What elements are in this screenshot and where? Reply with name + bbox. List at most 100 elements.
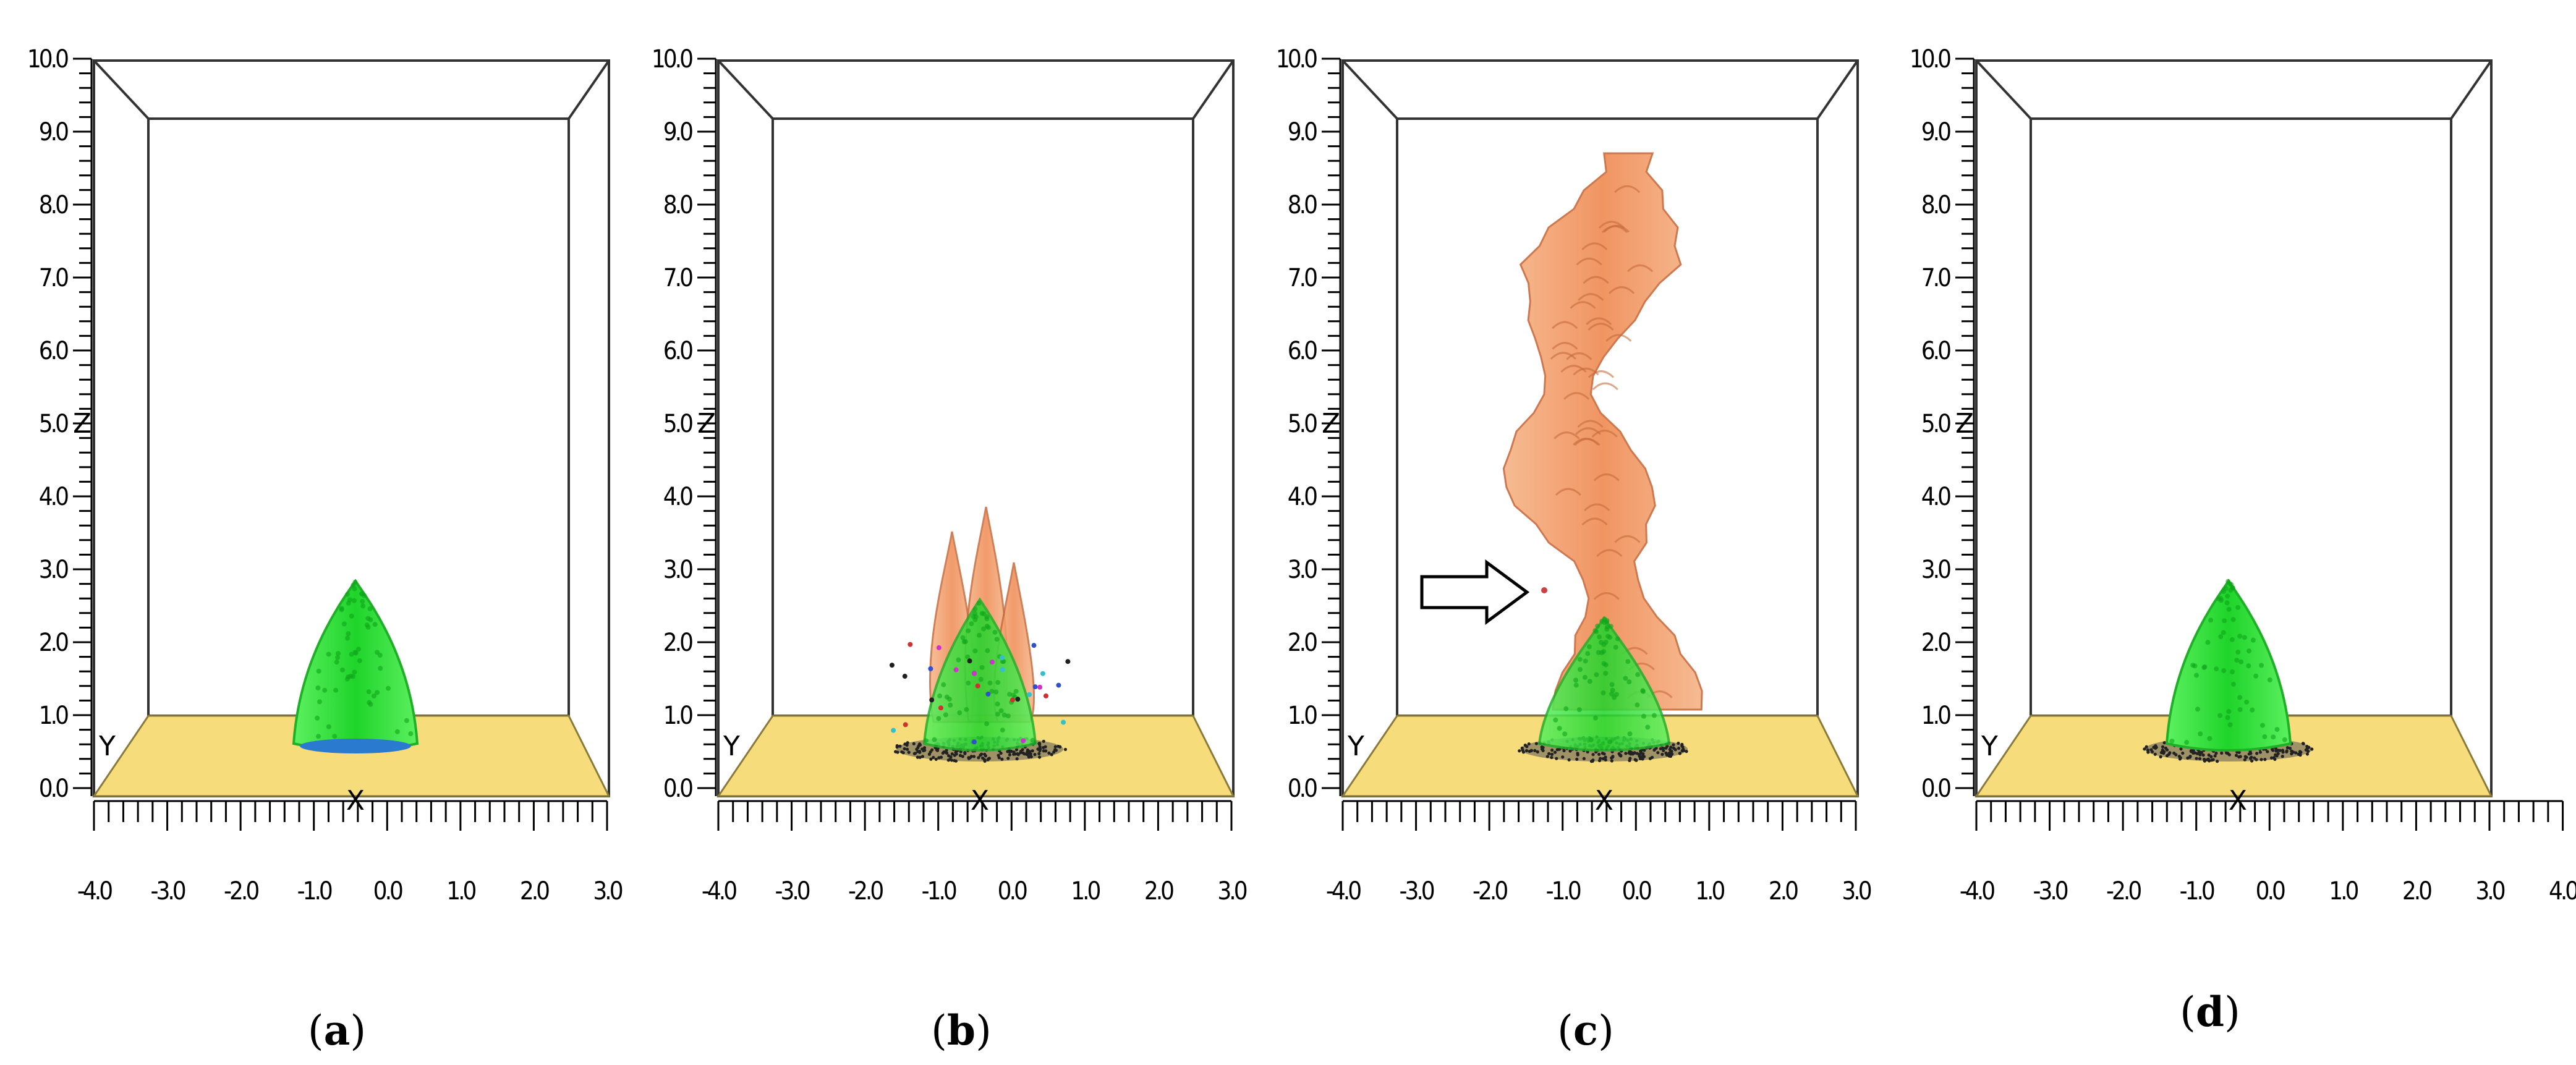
- plume-texture: [1576, 257, 1602, 266]
- cone-texture: [404, 718, 409, 723]
- x-tick-label: -3.0: [2033, 877, 2067, 906]
- debris-particle: [912, 742, 916, 745]
- debris-particle: [1053, 745, 1057, 749]
- cone-texture: [408, 731, 414, 736]
- cone-texture: [1608, 624, 1613, 629]
- cone-texture: [2221, 630, 2226, 635]
- arrow-target-point: [1541, 587, 1547, 593]
- z-tick-label: 7.0: [39, 264, 68, 292]
- debris-particle: [1550, 752, 1554, 756]
- cone-texture: [333, 687, 339, 693]
- green-cone: [292, 579, 419, 752]
- plume-texture: [1581, 517, 1608, 526]
- cone-texture: [941, 682, 946, 687]
- cone-texture: [963, 639, 968, 645]
- debris-particle: [2271, 747, 2274, 752]
- cone-texture: [969, 621, 974, 627]
- debris-particle: [1633, 751, 1636, 755]
- spray-droplet: [1027, 692, 1032, 697]
- debris-particle: [2195, 752, 2200, 755]
- debris-particle: [1555, 757, 1558, 760]
- cone-texture: [1573, 682, 1579, 688]
- x-tick-label: 1.0: [446, 877, 475, 906]
- debris-particle: [930, 748, 934, 752]
- debris-particle: [1575, 757, 1579, 761]
- debris-particle: [1555, 748, 1559, 752]
- debris-particle: [945, 751, 949, 755]
- debris-particle: [2234, 753, 2238, 757]
- debris-particle: [950, 752, 954, 756]
- cone-texture: [992, 629, 998, 635]
- spray-droplet: [902, 674, 908, 679]
- debris-particle: [2206, 757, 2210, 761]
- plume-texture: [1578, 293, 1604, 301]
- cone-texture: [2224, 600, 2230, 606]
- cone-texture: [2227, 722, 2233, 728]
- x-tick-label: 0.0: [1622, 877, 1651, 906]
- cone-texture: [978, 677, 984, 682]
- cone-texture: [1007, 692, 1013, 697]
- cone-texture: [1626, 679, 1632, 685]
- cone-texture: [1603, 671, 1609, 676]
- spray-droplet: [1031, 643, 1037, 648]
- debris-particle: [946, 758, 950, 762]
- z-tick-label: 6.0: [1288, 337, 1317, 365]
- x-tick-label: -1.0: [922, 877, 956, 906]
- x-tick-label: 0.0: [373, 877, 402, 906]
- debris-particle: [2209, 755, 2213, 758]
- cone-texture: [1585, 651, 1591, 656]
- debris-particle: [1042, 749, 1045, 753]
- debris-particle: [1027, 755, 1031, 759]
- box-edge-tr: [1816, 59, 1859, 120]
- x-tick-label: 2.0: [520, 877, 549, 906]
- plume-texture: [1586, 317, 1612, 326]
- debris-particle: [2168, 751, 2172, 755]
- cone-texture: [1573, 677, 1579, 683]
- cone-texture: [371, 693, 376, 698]
- cone-texture: [984, 721, 990, 726]
- debris-particle: [1660, 752, 1664, 757]
- cone-texture: [1645, 724, 1651, 730]
- debris-particle: [2294, 751, 2298, 755]
- x-tick-label: -2.0: [224, 877, 258, 906]
- debris-particle: [1617, 752, 1621, 756]
- cone-texture: [1641, 713, 1646, 719]
- debris-particle: [900, 750, 904, 754]
- debris-particle: [2188, 755, 2192, 758]
- cone-texture: [943, 712, 948, 718]
- debris-particle: [1591, 753, 1595, 757]
- cone-texture: [2253, 673, 2259, 679]
- debris-particle: [2290, 749, 2293, 753]
- cone-texture: [1577, 656, 1583, 662]
- cone-texture: [315, 715, 320, 721]
- cone-texture: [365, 616, 371, 621]
- debris-particle: [1547, 752, 1551, 755]
- debris-particle: [1006, 757, 1010, 760]
- cone-texture: [989, 689, 995, 694]
- z-tick-label: 3.0: [1921, 556, 1950, 584]
- plume-texture: [1593, 592, 1620, 600]
- z-tick-label: 7.0: [1288, 264, 1317, 292]
- cone-texture: [2282, 737, 2287, 742]
- z-tick-label: 2.0: [1921, 629, 1950, 657]
- debris-particle: [1562, 749, 1566, 753]
- debris-particle: [1038, 742, 1042, 745]
- debris-particle: [1624, 752, 1628, 755]
- debris-particle: [1662, 749, 1665, 752]
- debris-particle: [2162, 751, 2166, 755]
- cone-texture: [1625, 659, 1631, 664]
- debris-particle: [2198, 753, 2202, 757]
- plume-texture: [1614, 535, 1641, 543]
- debris-particle: [2278, 749, 2282, 752]
- cone-texture: [351, 598, 357, 603]
- panel-label: (a): [308, 1006, 366, 1054]
- cone-texture: [349, 651, 354, 657]
- x-tick-label: -2.0: [2106, 877, 2141, 906]
- debris-particle: [1670, 750, 1673, 753]
- debris-particle: [2214, 751, 2218, 755]
- cone-texture: [1005, 713, 1011, 719]
- cone-texture: [317, 699, 322, 705]
- z-tick-label: 5.0: [663, 410, 692, 438]
- plume-texture: [1555, 488, 1581, 496]
- cone-texture: [386, 685, 391, 691]
